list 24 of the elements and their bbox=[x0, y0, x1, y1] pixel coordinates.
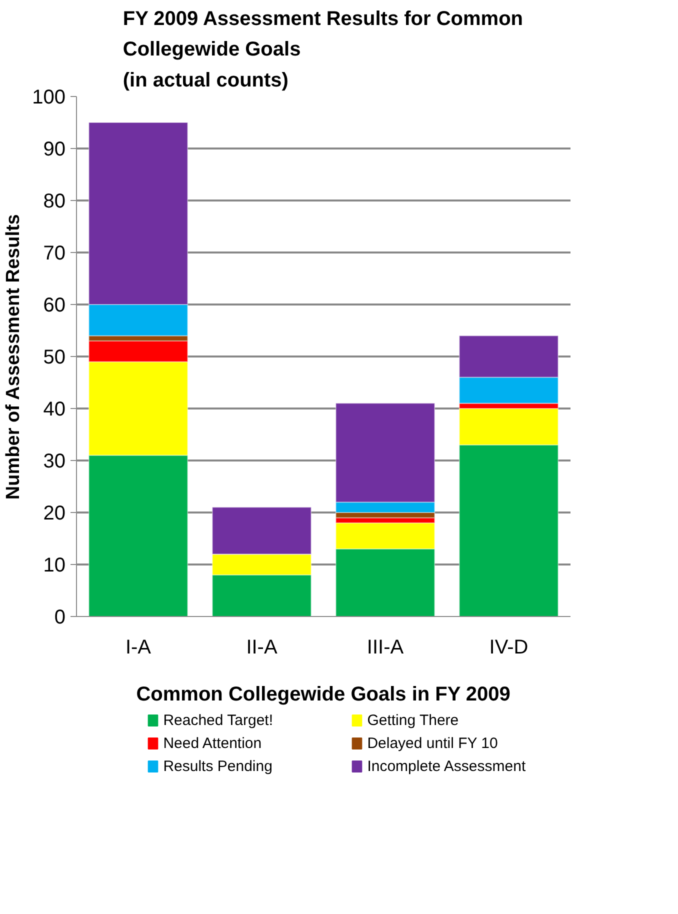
y-tick-label: 50 bbox=[43, 346, 66, 368]
y-tick-label: 100 bbox=[32, 86, 66, 108]
x-tick-label: I-A bbox=[125, 636, 152, 658]
legend-label: Getting There bbox=[367, 712, 459, 729]
chart-title: FY 2009 Assessment Results for Common Collegewide Goals (in actual counts) bbox=[122, 8, 524, 92]
x-tick-label: II-A bbox=[246, 636, 278, 658]
y-tick-label: 90 bbox=[43, 138, 66, 160]
legend-label: Results Pending bbox=[163, 758, 272, 775]
legend-label: Delayed until FY 10 bbox=[367, 735, 498, 752]
x-tick-label: III-A bbox=[366, 636, 404, 658]
y-tick-label: 0 bbox=[54, 606, 66, 628]
y-tick-label: 40 bbox=[43, 398, 66, 420]
legend-label: Need Attention bbox=[163, 735, 262, 752]
y-tick-label: 20 bbox=[43, 502, 66, 524]
y-tick-label: 70 bbox=[43, 242, 66, 264]
legend-label: Reached Target! bbox=[163, 712, 274, 729]
y-tick-label: 80 bbox=[43, 190, 66, 212]
y-tick-label: 10 bbox=[43, 554, 66, 576]
x-axis-title: Common Collegewide Goals in FY 2009 bbox=[136, 684, 510, 706]
y-axis-title: Number of Assessment Results bbox=[3, 214, 24, 500]
x-tick-label: IV-D bbox=[489, 636, 528, 658]
y-tick-label: 30 bbox=[43, 450, 66, 472]
y-tick-label: 60 bbox=[43, 294, 66, 316]
legend-label: Incomplete Assessment bbox=[367, 758, 526, 775]
